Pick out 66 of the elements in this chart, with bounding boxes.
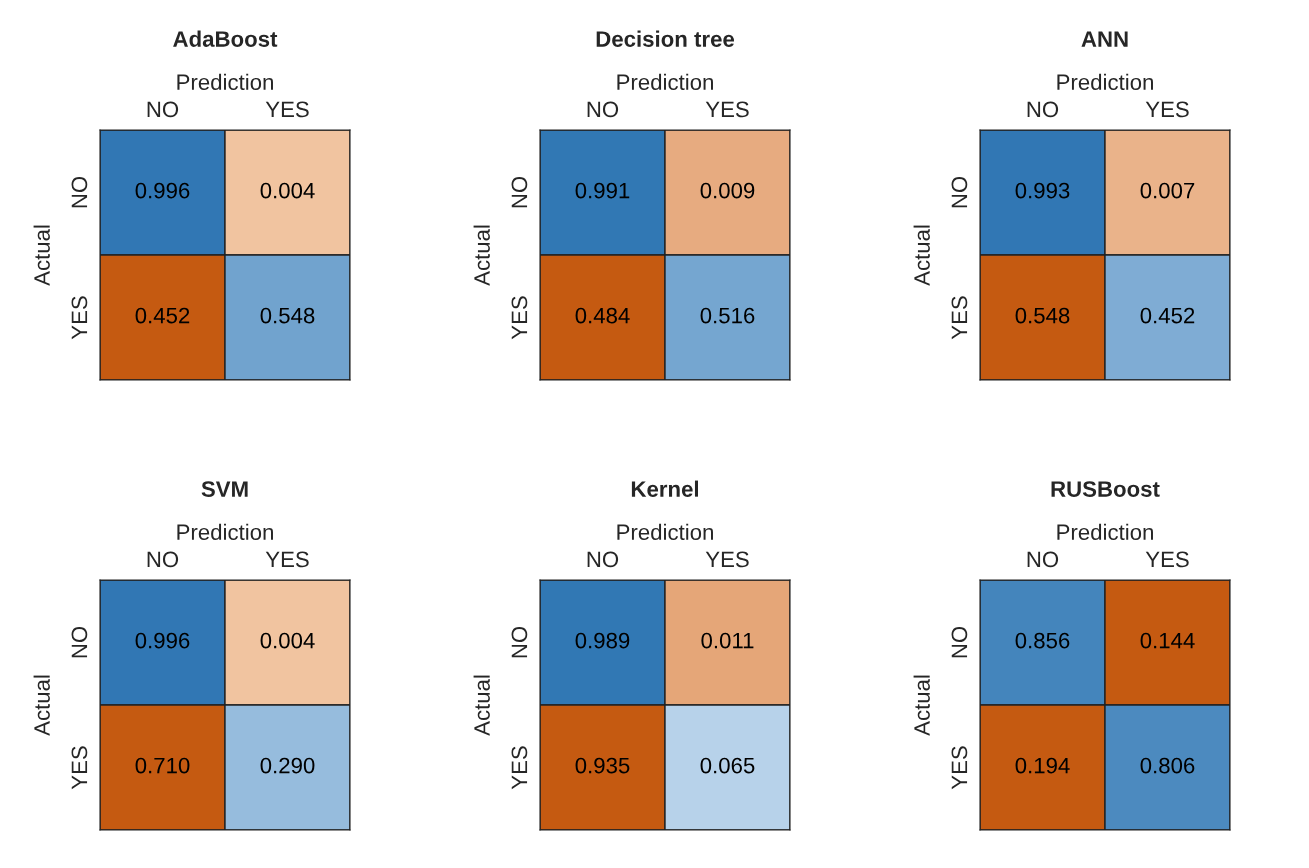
data-label: 0.548: [1015, 307, 1070, 324]
x-tick-label: NO: [147, 101, 179, 118]
y-axis-title: Actual: [913, 225, 930, 286]
data-label: 0.009: [700, 182, 755, 199]
x-tick-label: YES: [265, 551, 309, 568]
x-tick-label: NO: [1027, 551, 1059, 568]
x-tick-label: YES: [265, 101, 309, 118]
y-tick-label: YES: [511, 296, 528, 340]
data-label: 0.935: [575, 757, 630, 774]
data-label: 0.996: [135, 182, 190, 199]
data-label: 0.996: [135, 632, 190, 649]
y-tick-label: NO: [71, 626, 88, 658]
data-label: 0.194: [1015, 757, 1070, 774]
y-tick-label: YES: [951, 296, 968, 340]
x-axis-title: Prediction: [1057, 523, 1153, 541]
y-axis-title: Actual: [913, 675, 930, 736]
y-axis-title: Actual: [33, 225, 50, 286]
y-axis-title: Actual: [473, 225, 490, 286]
x-tick-label: NO: [147, 551, 179, 568]
data-label: 0.484: [575, 307, 630, 324]
data-label: 0.144: [1140, 632, 1195, 649]
x-axis-title: Prediction: [177, 523, 273, 541]
y-tick-label: NO: [511, 626, 528, 658]
x-tick-label: NO: [1027, 101, 1059, 118]
data-label: 0.004: [260, 182, 315, 199]
data-label: 0.004: [260, 632, 315, 649]
y-axis-title: Actual: [33, 675, 50, 736]
data-label: 0.856: [1015, 632, 1070, 649]
data-label: 0.452: [1140, 307, 1195, 324]
data-label: 0.710: [135, 757, 190, 774]
data-label: 0.011: [701, 632, 754, 649]
x-tick-label: NO: [587, 101, 619, 118]
x-tick-label: NO: [587, 551, 619, 568]
y-tick-label: NO: [951, 176, 968, 208]
data-label: 0.516: [700, 307, 755, 324]
data-label: 0.993: [1015, 182, 1070, 199]
chart-title: Decision tree: [596, 30, 735, 47]
y-tick-label: YES: [951, 746, 968, 790]
x-tick-label: YES: [1145, 551, 1189, 568]
data-label: 0.290: [260, 757, 315, 774]
data-label: 0.065: [700, 757, 755, 774]
x-tick-label: YES: [1145, 101, 1189, 118]
y-tick-label: NO: [71, 176, 88, 208]
chart-title: AdaBoost: [173, 30, 278, 47]
data-label: 0.806: [1140, 757, 1195, 774]
data-label: 0.548: [260, 307, 315, 324]
chart-title: ANN: [1081, 31, 1128, 47]
x-axis-title: Prediction: [617, 523, 713, 541]
chart-title: Kernel: [631, 480, 699, 497]
y-tick-label: YES: [511, 746, 528, 790]
data-label: 0.989: [575, 632, 630, 649]
x-tick-label: YES: [705, 101, 749, 118]
y-axis-title: Actual: [473, 675, 490, 736]
x-axis-title: Prediction: [177, 73, 273, 91]
y-tick-label: YES: [71, 296, 88, 340]
y-tick-label: NO: [951, 626, 968, 658]
x-axis-title: Prediction: [1057, 73, 1153, 91]
y-tick-label: NO: [511, 176, 528, 208]
chart-title: SVM: [201, 481, 248, 497]
data-label: 0.007: [1140, 182, 1195, 199]
chart-title: RUSBoost: [1051, 481, 1160, 497]
data-label: 0.991: [575, 182, 630, 199]
x-axis-title: Prediction: [617, 73, 713, 91]
data-label: 0.452: [135, 307, 190, 324]
y-tick-label: YES: [71, 746, 88, 790]
x-tick-label: YES: [705, 551, 749, 568]
